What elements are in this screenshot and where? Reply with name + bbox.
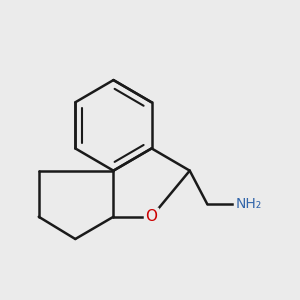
- Text: O: O: [146, 209, 158, 224]
- Text: NH₂: NH₂: [236, 197, 262, 211]
